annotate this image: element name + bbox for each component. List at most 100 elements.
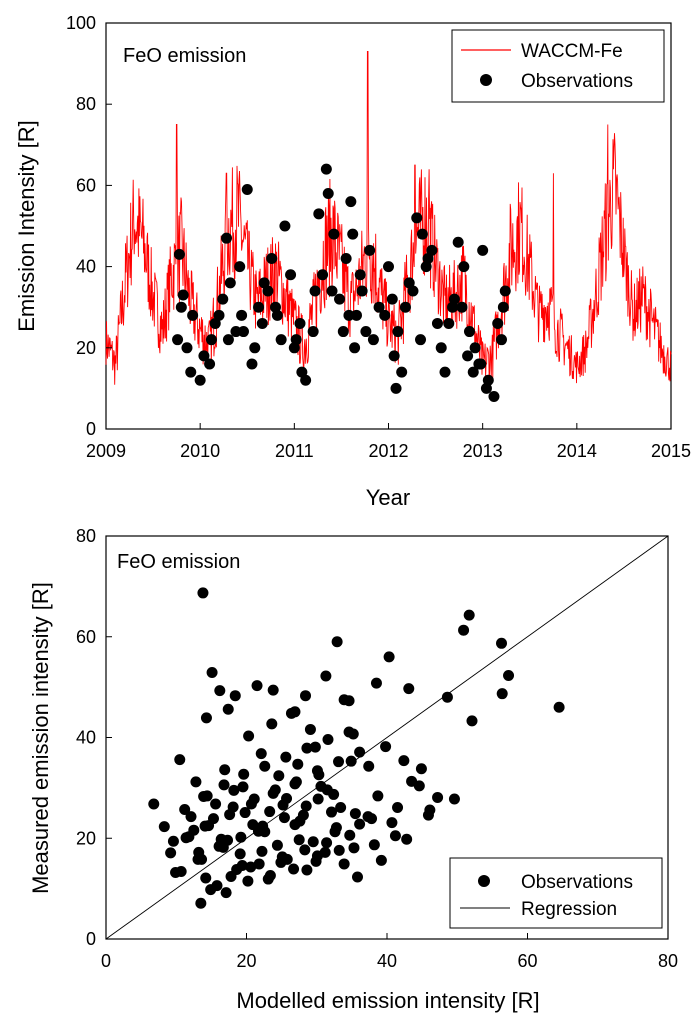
- observation-point: [482, 374, 494, 386]
- scatter-point: [307, 836, 319, 848]
- scatter-point: [256, 845, 268, 857]
- scatter-point: [245, 798, 257, 810]
- top-y-label: Emission Intensity [R]: [14, 120, 39, 332]
- bottom-x-tick-label: 60: [517, 951, 537, 971]
- observation-point: [439, 366, 451, 378]
- scatter-point: [343, 695, 355, 707]
- observation-point: [222, 334, 234, 346]
- scatter-point: [289, 819, 301, 831]
- scatter-point: [179, 804, 191, 816]
- scatter-point: [403, 683, 415, 695]
- observation-point: [204, 358, 216, 370]
- observation-point: [217, 293, 229, 305]
- observation-point: [463, 326, 475, 338]
- legend-label-observations: Observations: [521, 71, 633, 92]
- top-y-tick-label: 80: [76, 94, 96, 114]
- observation-point: [177, 289, 189, 301]
- bottom-x-tick-label: 0: [101, 951, 111, 971]
- scatter-point: [351, 871, 363, 883]
- scatter-point: [148, 798, 160, 810]
- observation-point: [386, 293, 398, 305]
- scatter-point: [224, 809, 236, 821]
- scatter-point: [276, 851, 288, 863]
- scatter-point: [264, 806, 276, 818]
- observation-point: [317, 269, 329, 281]
- scatter-point: [348, 842, 360, 854]
- top-x-axis: 2009 2010 2011 2012 2013 2014 2015: [86, 423, 691, 461]
- observation-point: [349, 342, 361, 354]
- scatter-point: [165, 847, 177, 859]
- scatter-point: [273, 770, 285, 782]
- observation-point: [364, 244, 376, 256]
- observation-point: [345, 196, 357, 208]
- observation-point: [313, 208, 325, 220]
- top-x-tick-label: 2010: [180, 441, 220, 461]
- scatter-point: [301, 864, 313, 876]
- scatter-point: [190, 776, 202, 788]
- scatter-point: [335, 802, 347, 814]
- observation-point: [477, 244, 489, 256]
- scatter-point: [206, 667, 218, 679]
- observation-point: [497, 301, 509, 313]
- scatter-point: [271, 839, 283, 851]
- top-chart: 2009 2010 2011 2012 2013 2014 2015 0 20 40 60 80 10…: [14, 13, 691, 510]
- scatter-point: [338, 858, 350, 870]
- scatter-point: [293, 834, 305, 846]
- scatter-point: [310, 855, 322, 867]
- regression-line: [105, 535, 669, 940]
- observation-point: [209, 317, 221, 329]
- observation-point: [224, 277, 236, 289]
- bottom-x-tick-label: 40: [377, 951, 397, 971]
- observation-point: [230, 326, 242, 338]
- observation-point: [390, 382, 402, 394]
- observation-point: [241, 183, 253, 195]
- scatter-point: [312, 793, 324, 805]
- observation-point: [388, 350, 400, 362]
- observation-point: [328, 228, 340, 240]
- scatter-point: [299, 844, 311, 856]
- scatter-point: [213, 840, 225, 852]
- scatter-point: [228, 784, 240, 796]
- scatter-point: [354, 746, 366, 758]
- scatter-point: [267, 787, 279, 799]
- scatter-point: [301, 742, 313, 754]
- scatter-point: [211, 880, 223, 892]
- bottom-y-tick-label: 60: [76, 627, 96, 647]
- observation-point: [496, 334, 507, 346]
- scatter-point: [463, 609, 475, 621]
- observation-point: [194, 374, 206, 386]
- observation-point: [262, 285, 274, 297]
- top-y-tick-label: 20: [76, 338, 96, 358]
- bottom-chart: 0 20 40 60 80 0 20 40 60 80 FeO emission Modelle…: [28, 526, 678, 1013]
- scatter-point: [343, 726, 355, 738]
- scatter-point: [200, 872, 212, 884]
- scatter-point: [553, 701, 565, 713]
- scatter-point: [326, 806, 338, 818]
- scatter-point: [466, 715, 478, 727]
- top-x-tick-label: 2013: [463, 441, 503, 461]
- observation-point: [175, 301, 187, 313]
- observation-point: [367, 334, 379, 346]
- scatter-point: [503, 670, 515, 682]
- scatter-point: [280, 751, 292, 763]
- scatter-point: [203, 820, 215, 832]
- top-x-tick-label: 2014: [557, 441, 597, 461]
- observation-point: [275, 334, 287, 346]
- scatter-point: [333, 844, 345, 856]
- scatter-point: [349, 808, 361, 820]
- observation-point: [452, 236, 464, 248]
- observation-point: [462, 350, 474, 362]
- scatter-point: [300, 800, 312, 812]
- scatter-point: [392, 802, 404, 814]
- scatter-point: [413, 780, 425, 792]
- top-series-layer: [105, 50, 672, 403]
- scatter-point: [329, 826, 341, 838]
- observation-point: [185, 366, 197, 378]
- observation-point: [234, 261, 246, 273]
- legend-swatch-observations: [480, 74, 492, 86]
- scatter-point: [345, 755, 357, 767]
- observation-point: [334, 293, 346, 305]
- scatter-point: [372, 790, 384, 802]
- observation-point: [360, 326, 372, 338]
- observation-point: [205, 334, 217, 346]
